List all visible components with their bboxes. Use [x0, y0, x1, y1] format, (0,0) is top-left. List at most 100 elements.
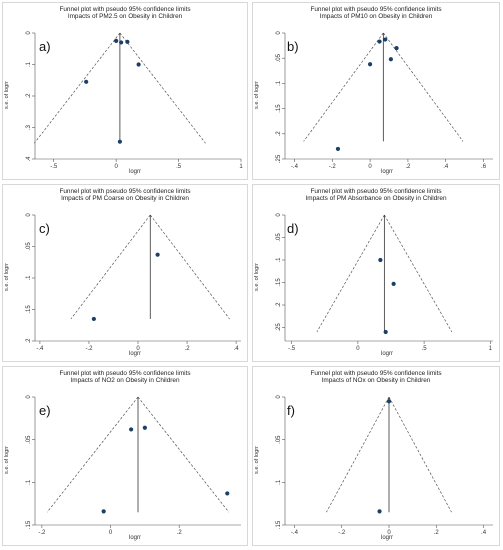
study-point	[91, 316, 96, 322]
panel-label: e)	[39, 403, 51, 418]
y-tick-label: .25	[276, 323, 282, 332]
y-tick-label: .05	[26, 435, 32, 444]
study-point	[101, 509, 106, 514]
panel-label: b)	[287, 39, 299, 54]
funnel-left-limit	[326, 396, 390, 513]
funnel-right-limit	[388, 396, 452, 513]
plot-area: 0 .05 .1 .15 -.4 -.2 0 .2 .4	[276, 395, 493, 536]
funnel-right-limit	[383, 32, 464, 142]
study-point	[386, 399, 392, 404]
chart-subtitle: Impacts of PM Coarse on Obesity in Child…	[61, 195, 189, 202]
x-tick-label: .2	[177, 530, 183, 536]
x-tick-label: .2	[434, 530, 440, 536]
study-point	[383, 329, 388, 335]
funnel-right-limit	[149, 214, 230, 320]
funnel-left-limit	[70, 214, 151, 320]
study-point	[378, 257, 383, 263]
chart-title: Funnel plot with pseudo 95% confidence l…	[310, 370, 442, 377]
y-tick-label: .1	[26, 479, 32, 485]
x-axis-label: logrr	[128, 351, 141, 357]
x-tick-label: .5	[422, 346, 428, 352]
x-tick-label: -.4	[291, 530, 299, 536]
y-tick-label: .05	[276, 53, 282, 62]
study-point	[391, 281, 396, 286]
funnel-left-limit	[46, 396, 139, 513]
y-tick-label: .2	[26, 338, 32, 344]
chart-subtitle: Impacts of PM10 on Obesity in Children	[319, 13, 433, 20]
y-tick-label: .1	[276, 479, 282, 485]
chart-subtitle: Impacts of PM Absorbance on Obesity in C…	[305, 195, 447, 202]
study-point	[84, 79, 89, 84]
y-tick-label: .2	[26, 93, 32, 99]
panel-label: d)	[287, 221, 299, 236]
x-tick-label: .4	[443, 164, 449, 170]
study-point	[136, 62, 141, 67]
x-tick-label: .4	[481, 530, 487, 536]
x-tick-label: 0	[368, 164, 372, 170]
funnel-left-limit	[303, 32, 384, 142]
x-tick-label: 0	[114, 164, 118, 170]
chart-subtitle: Impacts of NOx on Obesity in Children	[321, 377, 431, 384]
y-tick-label: .1	[276, 80, 282, 86]
y-tick-label: .05	[26, 242, 32, 251]
panel-label: c)	[39, 221, 50, 236]
funnel-right-limit	[137, 396, 230, 513]
y-tick-label: 0	[26, 395, 32, 399]
x-tick-label: -.2	[38, 530, 46, 536]
y-tick-label: .05	[276, 233, 282, 242]
study-point	[367, 62, 373, 67]
chart-subtitle: Impacts of PM2.5 on Obesity in Children	[67, 13, 183, 20]
y-tick-label: 0	[26, 213, 32, 217]
x-tick-label: .4	[234, 346, 240, 352]
x-tick-label: -.5	[288, 346, 296, 352]
funnel-plot-a: Funnel plot with pseudo 95% confidence l…	[2, 2, 248, 180]
funnel-right-limit	[384, 214, 453, 333]
funnel-plot-b: Funnel plot with pseudo 95% confidence l…	[252, 2, 500, 180]
y-tick-label: .1	[26, 61, 32, 67]
x-tick-label: -.2	[85, 346, 93, 352]
funnel-plot-f: Funnel plot with pseudo 95% confidence l…	[252, 366, 500, 546]
x-tick-label: 0	[356, 346, 360, 352]
funnel-plot-e: Funnel plot with pseudo 95% confidence l…	[2, 366, 248, 546]
study-point	[394, 46, 399, 51]
funnel-plot-d: Funnel plot with pseudo 95% confidence l…	[252, 184, 500, 362]
study-point	[225, 491, 230, 496]
panel-label: f)	[287, 403, 295, 418]
y-tick-label: .15	[276, 104, 282, 113]
y-tick-label: .15	[26, 520, 32, 529]
study-point	[377, 39, 382, 44]
study-point	[142, 425, 147, 430]
funnel-right-limit	[119, 32, 206, 144]
y-tick-label: .15	[276, 278, 282, 287]
y-tick-label: .15	[276, 520, 282, 529]
x-tick-label: 0	[387, 530, 391, 536]
x-tick-label: 1	[239, 164, 243, 170]
y-tick-label: .05	[276, 435, 282, 444]
study-point	[129, 427, 134, 432]
study-point	[117, 139, 122, 144]
y-tick-label: .2	[276, 302, 282, 308]
plot-area: 0 .05 .1 .15 -.2 0 .2	[26, 395, 241, 536]
plot-area: 0 .05 .1 .15 .2 .25 -.4 -.2 0 .2 .4 .6	[276, 31, 493, 170]
chart-title: Funnel plot with pseudo 95% confidence l…	[310, 6, 442, 13]
x-axis-label: logrr	[380, 351, 393, 357]
y-tick-label: .15	[26, 305, 32, 314]
x-tick-label: .5	[176, 164, 182, 170]
study-point	[377, 509, 382, 514]
plot-area: 0 .05 .1 .15 .2 .25 -.5 0 .5 1	[276, 213, 493, 352]
x-tick-label: 0	[109, 530, 113, 536]
chart-title: Funnel plot with pseudo 95% confidence l…	[59, 6, 191, 13]
x-axis-label: logrr	[380, 169, 393, 175]
chart-subtitle: Impacts of NO2 on Obesity in Children	[70, 377, 180, 384]
study-point	[119, 40, 124, 45]
chart-title: Funnel plot with pseudo 95% confidence l…	[59, 188, 191, 195]
x-tick-label: 1	[489, 346, 493, 352]
y-tick-label: .3	[26, 124, 32, 130]
y-tick-label: .4	[26, 156, 32, 162]
y-tick-label: 0	[276, 395, 282, 399]
panel-label: a)	[39, 39, 51, 54]
x-axis-label: logrr	[128, 535, 141, 541]
study-point	[155, 252, 160, 257]
study-point	[383, 37, 388, 42]
